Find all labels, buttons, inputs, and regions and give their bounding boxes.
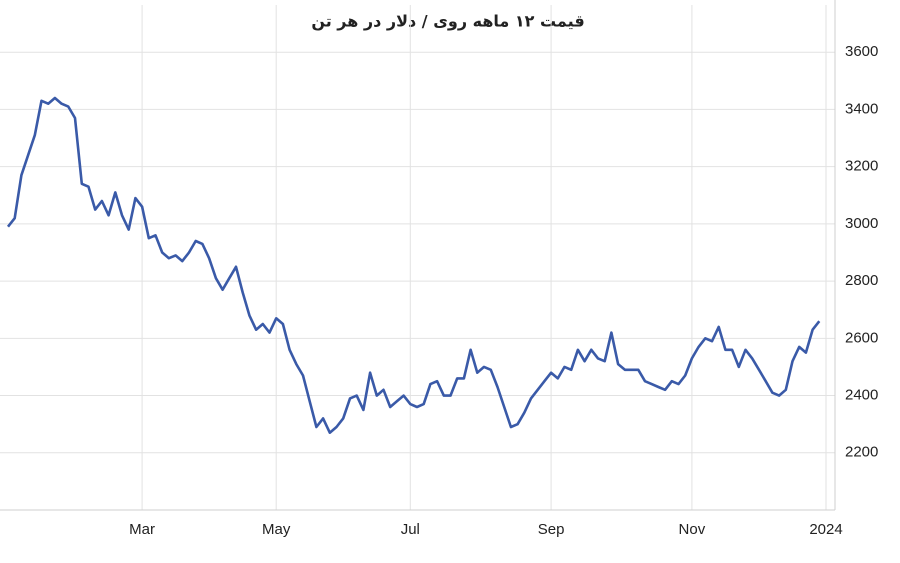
y-tick-label: 3600 — [845, 43, 878, 60]
y-tick-label: 2800 — [845, 272, 878, 289]
x-tick-label: 2024 — [809, 521, 842, 538]
y-tick-label: 2600 — [845, 329, 878, 346]
y-tick-label: 2200 — [845, 444, 878, 461]
y-tick-label: 3400 — [845, 100, 878, 117]
x-tick-label: Nov — [679, 521, 706, 538]
x-tick-label: May — [262, 521, 291, 538]
x-tick-label: Mar — [129, 521, 155, 538]
chart-title: قیمت ۱۲ ماهه روی / دلار در هر تن — [311, 12, 584, 31]
price-line — [6, 96, 821, 434]
y-tick-label: 3000 — [845, 215, 878, 232]
x-tick-label: Jul — [401, 521, 420, 538]
y-tick-label: 2400 — [845, 387, 878, 404]
x-tick-label: Sep — [538, 521, 565, 538]
y-tick-label: 3200 — [845, 158, 878, 175]
